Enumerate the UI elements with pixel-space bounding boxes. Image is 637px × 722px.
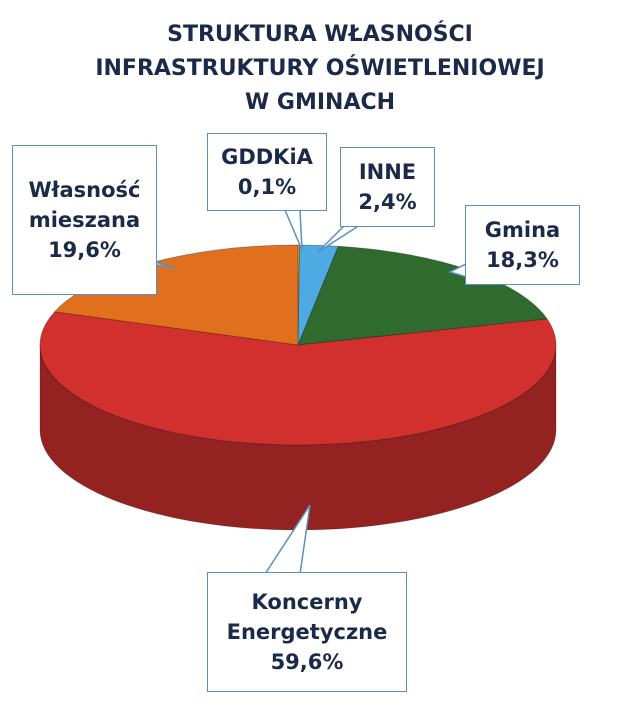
category-label: INNE xyxy=(358,160,417,184)
callout: INNE 2,4% xyxy=(340,147,435,227)
value-label: 0,1% xyxy=(237,175,297,199)
value-label: 2,4% xyxy=(358,190,417,214)
callout: Własność mieszana 19,6% xyxy=(12,145,157,295)
leader xyxy=(283,209,303,251)
callout: GDDKiA 0,1% xyxy=(207,133,327,211)
chart-title: STRUKTURA WŁASNOŚCI INFRASTRUKTURY OŚWIE… xyxy=(95,22,545,115)
category-label: Własność mieszana xyxy=(28,178,141,232)
category-label: GDDKiA xyxy=(221,145,313,169)
pie xyxy=(39,244,557,531)
category-label: Gmina xyxy=(484,218,561,242)
value-label: 19,6% xyxy=(48,238,121,262)
callout: Koncerny Energetyczne 59,6% xyxy=(207,572,407,692)
callout: Gmina 18,3% xyxy=(465,205,580,285)
category-label: Koncerny Energetyczne xyxy=(226,590,388,644)
slice xyxy=(39,311,557,446)
value-label: 59,6% xyxy=(270,650,344,674)
leaders xyxy=(139,209,471,575)
value-label: 18,3% xyxy=(486,248,559,272)
